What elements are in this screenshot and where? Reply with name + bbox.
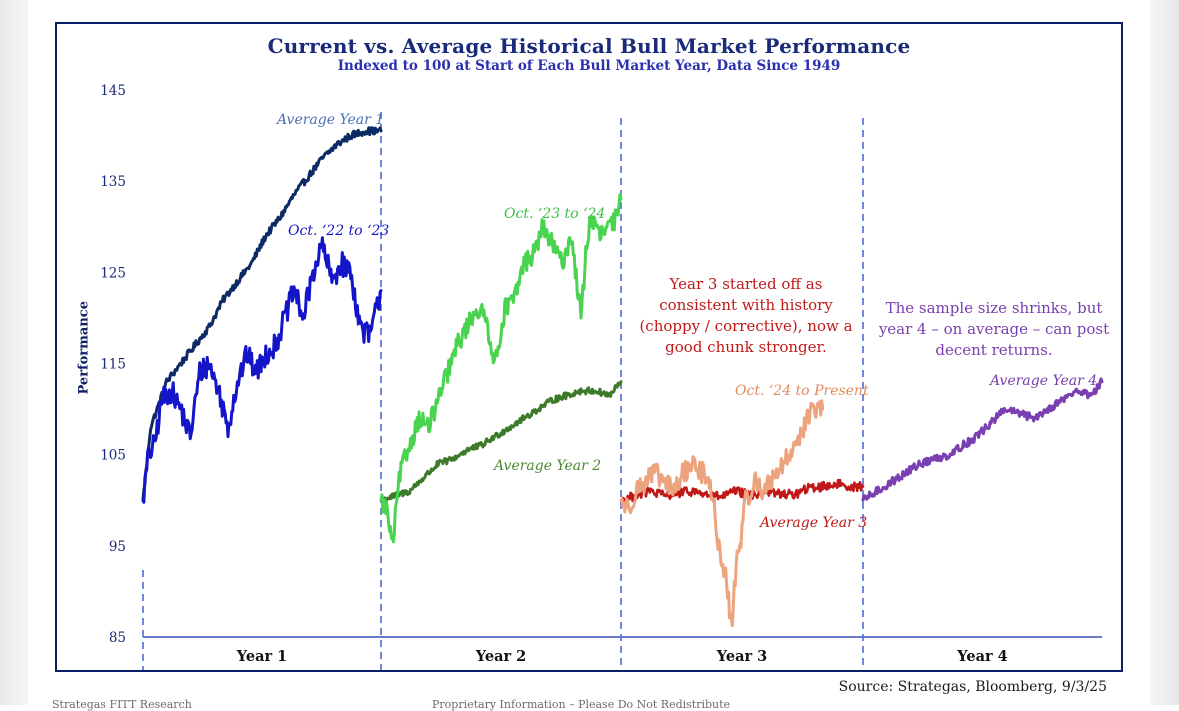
viewer-margin-right: [1150, 0, 1179, 705]
y-tick-label: 85: [109, 630, 126, 646]
series-line: [379, 380, 623, 503]
annotation-year3-line: good chunk stronger.: [665, 338, 827, 356]
series-line: [861, 377, 1104, 502]
y-tick-label: 95: [109, 539, 126, 555]
chart-title: Current vs. Average Historical Bull Mark…: [267, 34, 911, 58]
x-tick-label: Year 1: [236, 648, 288, 665]
y-tick-label: 145: [100, 83, 126, 99]
annotation-year3-line: consistent with history: [659, 296, 833, 314]
series-line: [141, 126, 383, 502]
series-label: Average Year 3: [758, 515, 867, 531]
y-tick-label: 105: [100, 448, 126, 464]
series-label: Average Year 1: [275, 112, 384, 128]
series-line: [141, 236, 383, 504]
series-line: [619, 399, 825, 628]
chart-frame: [55, 22, 1123, 672]
series-line: [379, 193, 623, 544]
chart-subtitle: Indexed to 100 at Start of Each Bull Mar…: [337, 58, 841, 74]
series-label: Oct. ‘22 to ‘23: [288, 223, 389, 239]
viewer-margin-left: [0, 0, 28, 705]
annotation-year4-line: The sample size shrinks, but: [886, 299, 1103, 317]
y-tick-label: 115: [100, 357, 126, 373]
x-tick-label: Year 3: [716, 648, 768, 665]
slide-sheet: [28, 0, 1150, 705]
annotation-year4-line: decent returns.: [935, 341, 1052, 359]
series-label: Average Year 4: [988, 373, 1097, 389]
annotation-year3-line: Year 3 started off as: [669, 275, 823, 293]
y-tick-label: 135: [100, 174, 126, 190]
annotation-year3-line: (choppy / corrective), now a: [639, 317, 852, 335]
annotation-year4-line: year 4 – on average – can post: [878, 320, 1109, 338]
x-tick-label: Year 4: [956, 648, 1008, 665]
series-label: Average Year 2: [492, 458, 601, 474]
series-label: Oct. ‘23 to ‘24: [504, 206, 605, 222]
y-tick-label: 125: [100, 265, 126, 281]
series-line: [619, 478, 865, 505]
source-note: Source: Strategas, Bloomberg, 9/3/25: [838, 679, 1107, 695]
series-label: Oct. ‘24 to Present: [735, 383, 869, 399]
x-tick-label: Year 2: [475, 648, 527, 665]
